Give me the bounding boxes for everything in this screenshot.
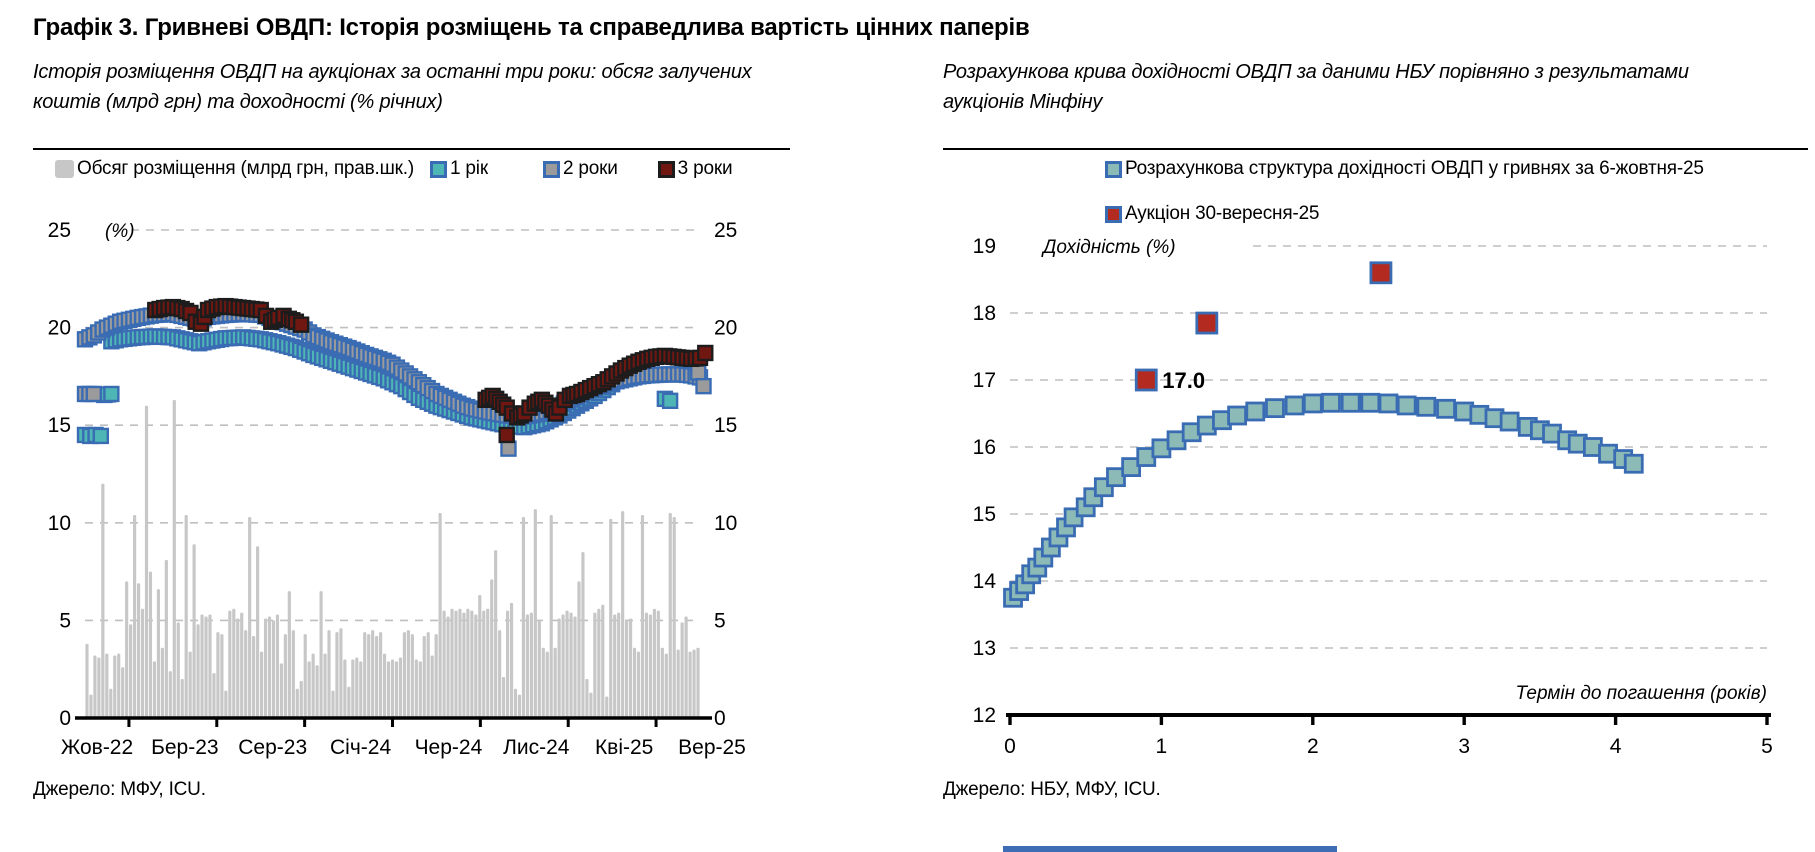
svg-text:0: 0 [714, 707, 726, 730]
legend-item-2y: 2 роки [542, 158, 618, 180]
series-3 [147, 297, 714, 444]
svg-text:Чер-24: Чер-24 [415, 736, 483, 759]
svg-text:4: 4 [1610, 735, 1622, 758]
svg-text:Бер-23: Бер-23 [151, 736, 219, 759]
svg-text:Січ-24: Січ-24 [330, 736, 391, 759]
svg-text:25: 25 [48, 219, 71, 242]
left-chart-subtitle: Історія розміщення ОВДП на аукціонах за … [33, 61, 752, 113]
right-chart-source: Джерело: НБУ, МФУ, ICU. [943, 779, 1161, 800]
svg-text:0: 0 [59, 707, 71, 730]
svg-text:20: 20 [714, 317, 737, 340]
left-chart-legend: Обсяг розміщення (млрд грн, прав.шк.) 1 … [55, 158, 733, 180]
left-column-rule [33, 148, 790, 150]
legend-item-1y: 1 рік [429, 158, 488, 180]
auction-swatch-icon [1105, 205, 1122, 223]
yield-curve-points [1003, 392, 1644, 608]
legend-label-1y: 1 рік [449, 158, 488, 179]
left-gridlines [85, 229, 700, 622]
svg-text:Жов-22: Жов-22 [61, 736, 133, 759]
legend-item-3y: 3 роки [657, 158, 733, 180]
right-chart-legend-row2: Аукціон 30-вересня-25 [1105, 203, 1320, 225]
one-year-swatch-icon [429, 160, 447, 178]
svg-text:2: 2 [1307, 735, 1319, 758]
svg-text:10: 10 [714, 512, 737, 535]
legend-label-volume: Обсяг розміщення (млрд грн, прав.шк.) [77, 158, 414, 179]
auction-yield-annotation: 17.0 [1162, 368, 1205, 393]
three-year-swatch-icon [657, 160, 675, 178]
svg-text:Сер-23: Сер-23 [238, 736, 307, 759]
page-title: Графік 3. Гривневі ОВДП: Історія розміще… [33, 14, 1030, 41]
svg-text:5: 5 [1761, 735, 1773, 758]
volume-swatch-icon [55, 160, 74, 178]
svg-text:Лис-24: Лис-24 [503, 736, 570, 759]
svg-text:15: 15 [714, 414, 737, 437]
svg-text:5: 5 [714, 609, 726, 632]
svg-text:15: 15 [48, 414, 71, 437]
svg-text:5: 5 [59, 609, 71, 632]
svg-text:16: 16 [973, 436, 996, 459]
svg-text:14: 14 [973, 570, 997, 593]
svg-text:Вер-25: Вер-25 [678, 736, 746, 759]
right-gridlines [1010, 245, 1767, 649]
bottom-decorative-strip [1003, 846, 1337, 852]
svg-text:19: 19 [973, 235, 996, 258]
svg-text:12: 12 [973, 704, 996, 727]
svg-text:13: 13 [973, 637, 996, 660]
svg-text:1: 1 [1156, 735, 1168, 758]
svg-text:3: 3 [1458, 735, 1470, 758]
legend-item-auction: Аукціон 30-вересня-25 [1105, 203, 1320, 225]
svg-text:(%): (%) [105, 221, 135, 242]
svg-text:20: 20 [48, 317, 71, 340]
legend-label-curve: Розрахункова структура дохідності ОВДП у… [1125, 158, 1704, 179]
svg-text:0: 0 [1004, 735, 1016, 758]
svg-text:10: 10 [48, 512, 71, 535]
legend-label-3y: 3 роки [677, 158, 733, 179]
curve-swatch-icon [1105, 160, 1122, 178]
right-column-rule [943, 148, 1808, 150]
svg-text:15: 15 [973, 503, 996, 526]
svg-text:18: 18 [973, 302, 996, 325]
right-chart-subtitle: Розрахункова крива дохідності ОВДП за да… [943, 61, 1689, 113]
legend-label-auction: Аукціон 30-вересня-25 [1125, 203, 1320, 224]
legend-item-volume: Обсяг розміщення (млрд грн, прав.шк.) [55, 158, 414, 180]
left-chart-source: Джерело: МФУ, ICU. [33, 779, 206, 800]
volume-bars [85, 399, 700, 718]
maturity-axis-label: Термін до погашення (років) [1515, 683, 1767, 704]
auction-points [1134, 261, 1393, 392]
placements-history-chart: 0 0 5 5 10 10 15 15 20 20 25 25 (%) Жов-22 Бер-23 Сер-2… [48, 219, 746, 759]
svg-text:Кві-25: Кві-25 [595, 736, 653, 759]
yield-axis-label: Дохідність (%) [1041, 237, 1176, 258]
two-year-swatch-icon [542, 160, 560, 178]
svg-text:17: 17 [973, 369, 996, 392]
legend-item-curve: Розрахункова структура дохідності ОВДП у… [1105, 158, 1704, 180]
svg-text:25: 25 [714, 219, 737, 242]
legend-label-2y: 2 роки [562, 158, 618, 179]
right-chart-legend-row1: Розрахункова структура дохідності ОВДП у… [1105, 158, 1704, 180]
